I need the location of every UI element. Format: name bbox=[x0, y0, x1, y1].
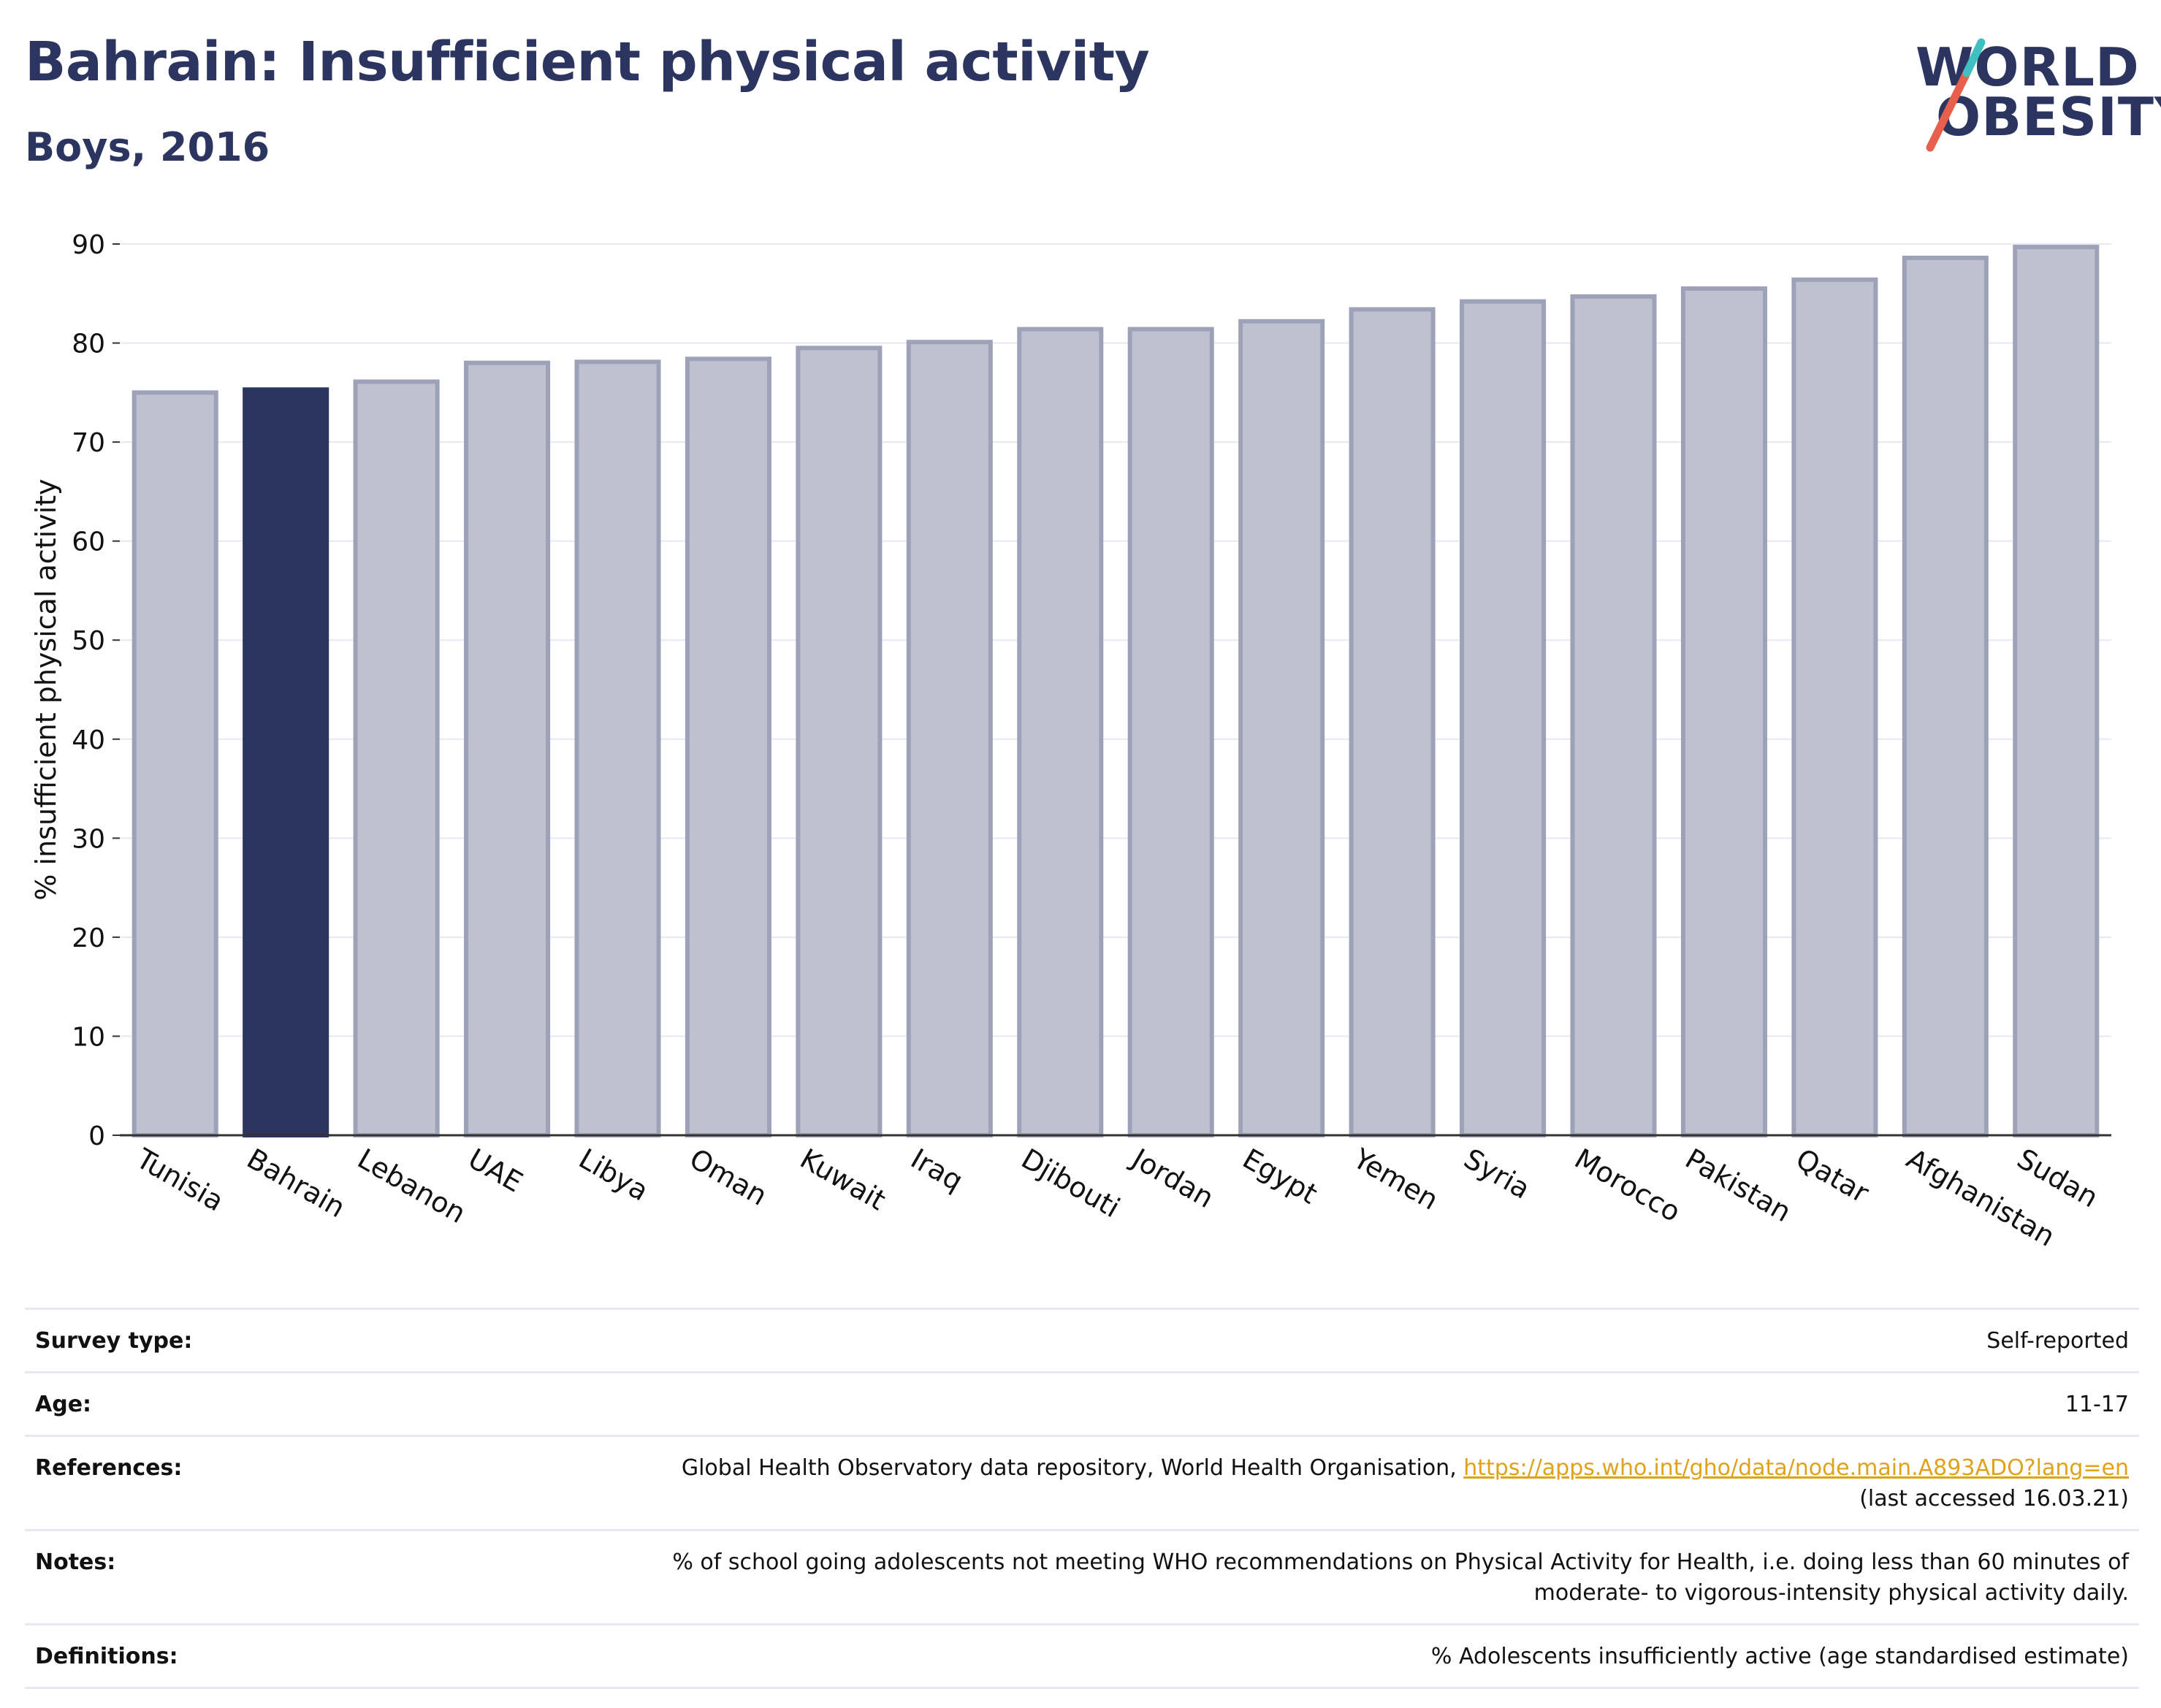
bar-lebanon bbox=[353, 379, 440, 1137]
info-row-references: References: Global Health Observatory da… bbox=[25, 1435, 2139, 1529]
info-row-survey-type: Survey type: Self-reported bbox=[25, 1308, 2139, 1371]
bar-morocco bbox=[1570, 294, 1657, 1137]
x-tick-label-uae: UAE bbox=[463, 1143, 528, 1199]
x-tick-label-syria: Syria bbox=[1459, 1143, 1536, 1205]
grid-lines bbox=[120, 243, 2111, 1037]
x-tick-label-libya: Libya bbox=[573, 1143, 654, 1208]
y-tick-label: 90 bbox=[72, 230, 105, 260]
x-tick-label-tunisia: Tunisia bbox=[130, 1142, 229, 1218]
bar-uae bbox=[464, 360, 551, 1138]
definitions-value: % Adolescents insufficiently active (age… bbox=[1430, 1644, 2129, 1669]
logo-line-1: WORLD bbox=[1916, 37, 2140, 98]
x-tick-label-yemen: Yemen bbox=[1347, 1142, 1444, 1216]
y-tick-label: 70 bbox=[72, 428, 105, 458]
bar-sudan bbox=[2013, 245, 2100, 1138]
x-tick-label-djibouti: Djibouti bbox=[1016, 1143, 1126, 1224]
bar-iraq bbox=[906, 340, 993, 1138]
x-tick-label-kuwait: Kuwait bbox=[795, 1143, 891, 1217]
bar-pakistan bbox=[1680, 286, 1767, 1137]
x-tick-label-morocco: Morocco bbox=[1569, 1143, 1686, 1229]
bar-bahrain bbox=[243, 387, 329, 1137]
x-tick-label-jordan: Jordan bbox=[1125, 1142, 1219, 1215]
age-label: Age: bbox=[35, 1392, 92, 1417]
info-row-notes: Notes: % of school going adolescents not… bbox=[25, 1529, 2139, 1623]
age-value: 11-17 bbox=[2065, 1392, 2129, 1417]
y-tick-labels: 0 10 20 30 40 50 60 70 80 90 bbox=[72, 230, 120, 1151]
x-tick-label-lebanon: Lebanon bbox=[352, 1143, 471, 1229]
bar-oman bbox=[685, 357, 771, 1138]
definitions-label: Definitions: bbox=[35, 1644, 178, 1669]
info-table: Survey type: Self-reported Age: 11-17 Re… bbox=[25, 1308, 2139, 1689]
y-tick-label: 80 bbox=[72, 329, 105, 359]
bar-tunisia bbox=[132, 390, 218, 1138]
x-tick-label-iraq: Iraq bbox=[905, 1143, 968, 1197]
x-tick-label-sudan: Sudan bbox=[2012, 1143, 2104, 1214]
references-label: References: bbox=[35, 1455, 183, 1481]
y-tick-label: 40 bbox=[72, 725, 105, 755]
x-tick-label-qatar: Qatar bbox=[1791, 1143, 1875, 1210]
bar-djibouti bbox=[1017, 327, 1104, 1138]
notes-line-2: moderate- to vigorous-intensity physical… bbox=[1533, 1580, 2129, 1606]
notes-line-1: % of school going adolescents not meetin… bbox=[672, 1549, 2129, 1575]
bar-syria bbox=[1460, 299, 1547, 1138]
bar-egypt bbox=[1238, 319, 1325, 1138]
info-row-age: Age: 11-17 bbox=[25, 1371, 2139, 1435]
bar-qatar bbox=[1791, 277, 1878, 1137]
y-tick-label: 50 bbox=[72, 626, 105, 656]
x-tick-label-egypt: Egypt bbox=[1238, 1143, 1323, 1211]
x-tick-label-pakistan: Pakistan bbox=[1680, 1143, 1796, 1229]
logo-slash-icon bbox=[1926, 38, 1986, 152]
notes-value: % of school going adolescents not meetin… bbox=[203, 1547, 2129, 1609]
y-tick-label: 60 bbox=[72, 527, 105, 557]
bars bbox=[132, 245, 2100, 1138]
y-tick-label: 0 bbox=[88, 1121, 105, 1151]
y-tick-label: 10 bbox=[72, 1022, 105, 1052]
bar-kuwait bbox=[796, 346, 883, 1137]
y-tick-label: 30 bbox=[72, 824, 105, 854]
notes-label: Notes: bbox=[35, 1549, 116, 1575]
bar-yemen bbox=[1349, 307, 1436, 1137]
references-text: Global Health Observatory data repositor… bbox=[681, 1455, 1464, 1481]
info-row-definitions: Definitions: % Adolescents insufficientl… bbox=[25, 1623, 2139, 1689]
survey-type-value: Self-reported bbox=[1986, 1328, 2129, 1354]
references-value: Global Health Observatory data repositor… bbox=[270, 1453, 2129, 1514]
bar-libya bbox=[574, 359, 661, 1137]
x-tick-label-bahrain: Bahrain bbox=[242, 1143, 351, 1224]
page-subtitle: Boys, 2016 bbox=[25, 124, 270, 170]
references-accessed: (last accessed 16.03.21) bbox=[1859, 1486, 2129, 1511]
y-tick-label: 20 bbox=[72, 923, 105, 953]
logo-line-2: OBESITY bbox=[1936, 86, 2161, 148]
world-obesity-logo: WORLD OBESITY bbox=[1899, 22, 2161, 153]
bar-afghanistan bbox=[1902, 255, 1989, 1137]
bar-jordan bbox=[1127, 327, 1214, 1138]
x-tick-label-oman: Oman bbox=[684, 1143, 772, 1212]
y-axis-label: % insufficient physical activity bbox=[30, 479, 62, 900]
bar-chart: 0 10 20 30 40 50 60 70 80 90 Tunisia Bahrain Lebano… bbox=[30, 230, 2111, 1253]
references-link[interactable]: https://apps.who.int/gho/data/node.main.… bbox=[1463, 1455, 2129, 1481]
survey-type-label: Survey type: bbox=[35, 1328, 193, 1354]
page-title: Bahrain: Insufficient physical activity bbox=[25, 31, 1150, 94]
